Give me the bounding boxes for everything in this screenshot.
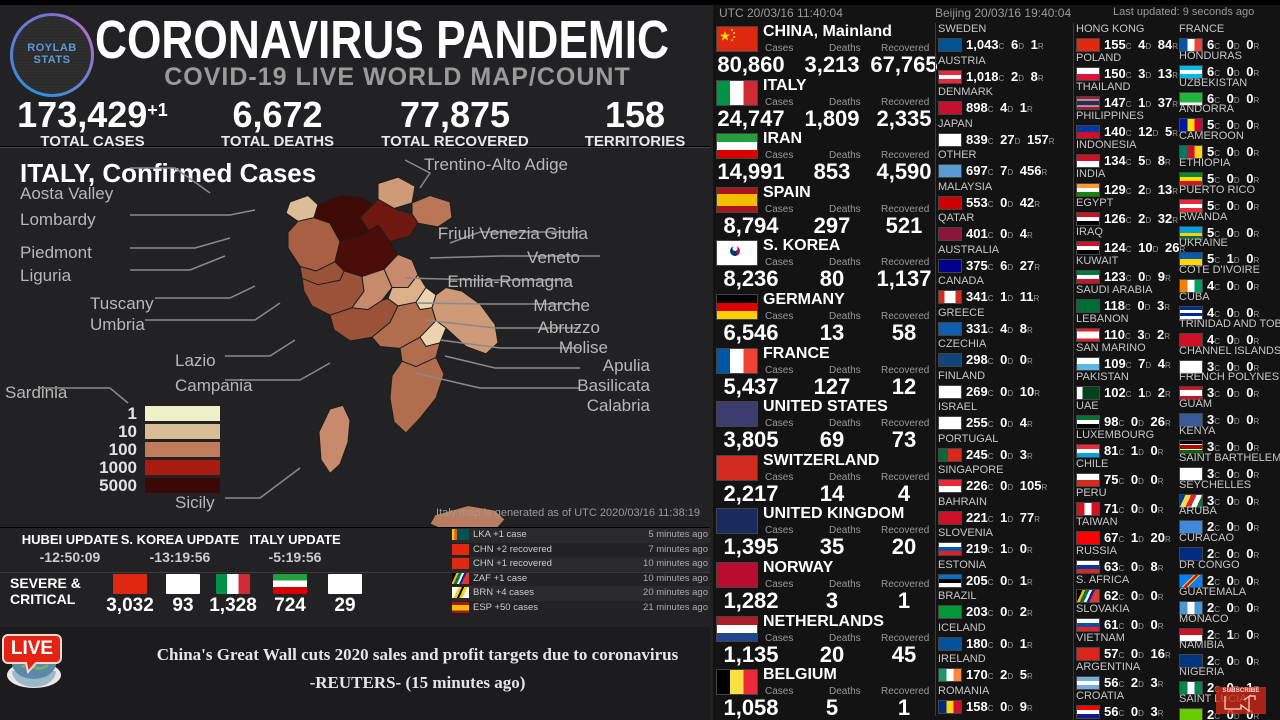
svg-text:LIVE: LIVE [11,638,53,659]
